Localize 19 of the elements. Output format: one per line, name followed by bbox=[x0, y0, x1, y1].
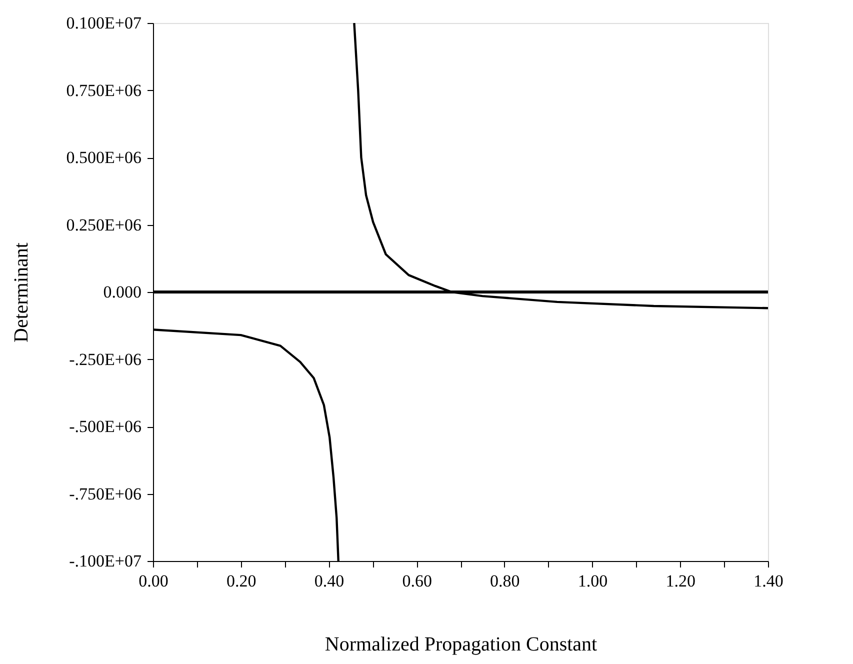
y-tick-label: -.100E+07 bbox=[69, 552, 142, 570]
y-tick-label: -.750E+06 bbox=[69, 484, 142, 504]
x-tick-label: 1.20 bbox=[666, 572, 696, 590]
x-tick-label: 1.00 bbox=[578, 572, 608, 590]
y-tick-label: 0.000 bbox=[103, 282, 142, 302]
y-tick-label: 0.500E+06 bbox=[66, 148, 142, 167]
x-tick-label: 0.40 bbox=[314, 572, 344, 590]
y-tick-label: 0.250E+06 bbox=[66, 215, 142, 234]
x-tick-label: 0.00 bbox=[138, 572, 168, 590]
x-axis-title: Normalized Propagation Constant bbox=[324, 634, 598, 656]
y-tick-label: -.250E+06 bbox=[69, 350, 142, 369]
y-tick-label: 0.100E+07 bbox=[66, 14, 142, 32]
y-tick-label: 0.750E+06 bbox=[66, 80, 142, 100]
x-tick-label: 0.20 bbox=[226, 572, 256, 590]
x-tick-label: 0.80 bbox=[490, 572, 520, 590]
x-tick-label: 1.40 bbox=[754, 572, 784, 590]
x-tick-label: 0.60 bbox=[402, 572, 432, 590]
y-axis-title: Determinant bbox=[10, 242, 32, 342]
y-tick-label: -.500E+06 bbox=[69, 417, 142, 436]
